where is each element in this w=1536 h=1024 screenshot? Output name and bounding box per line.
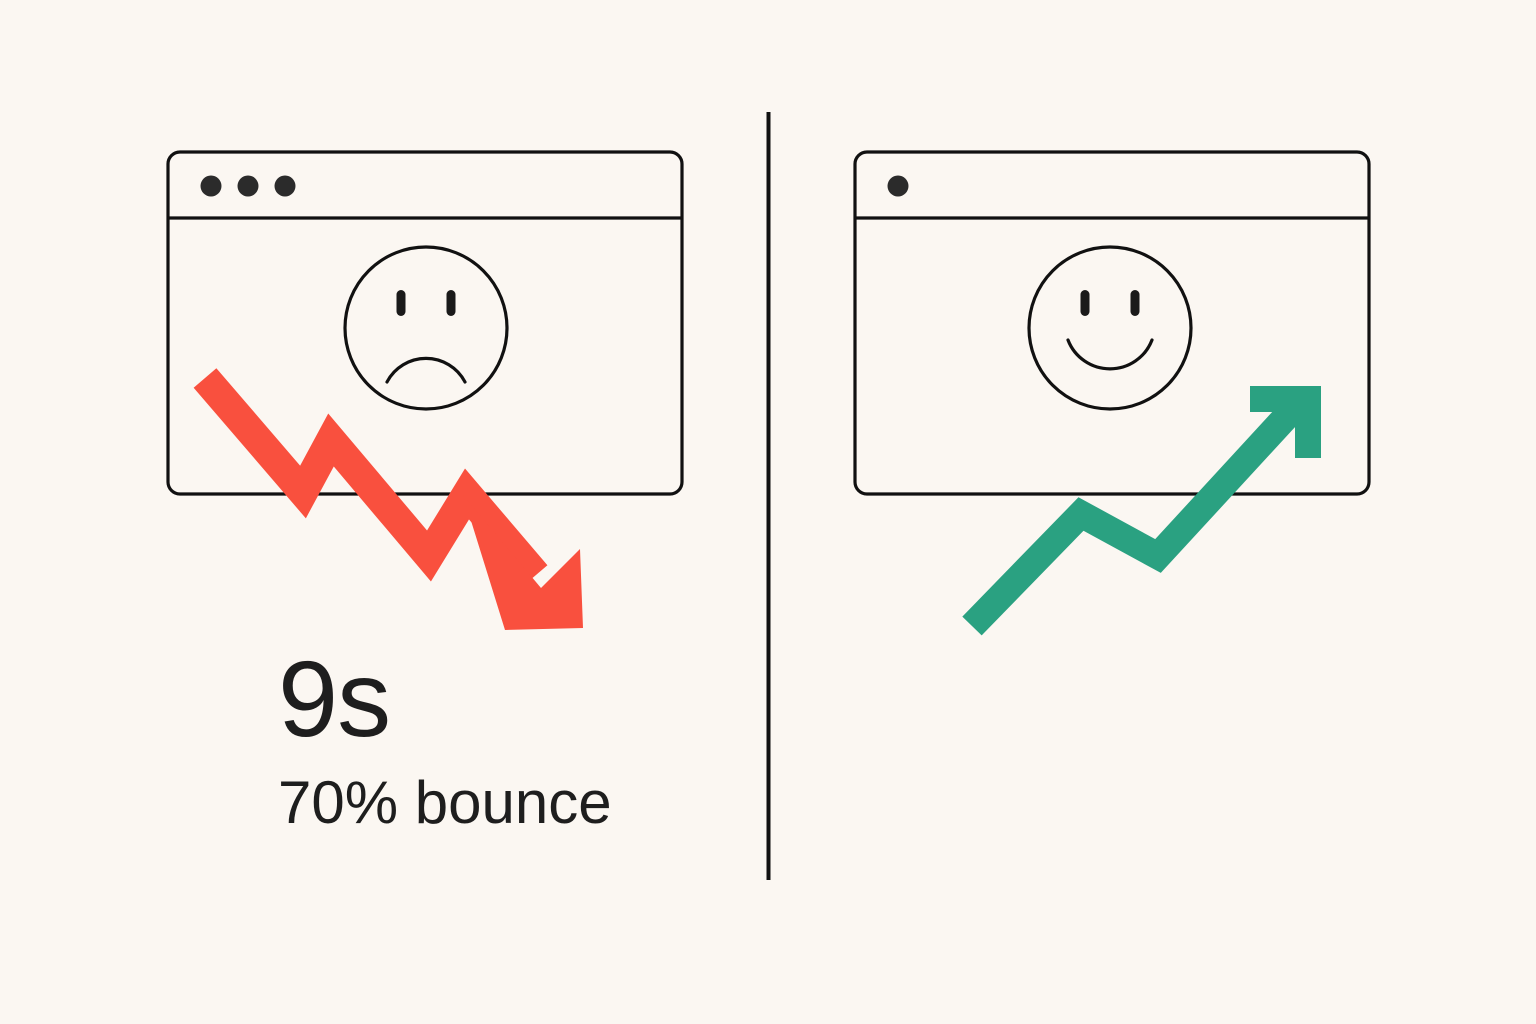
window-dot-icon — [237, 175, 259, 197]
downward-trend-line — [193, 368, 548, 585]
happy-face-smile — [1066, 338, 1154, 371]
sad-face-eye-left — [396, 290, 406, 316]
sad-face-frown — [385, 356, 467, 384]
sad-face-eye-right — [446, 290, 456, 316]
slow-page-panel: 9s 70% bounce — [278, 645, 612, 833]
fast-page-panel: 2.1s Fast page — [768, 0, 1536, 1024]
upward-trend-arrow — [962, 386, 1321, 636]
slow-bounce-caption: 70% bounce — [278, 769, 612, 836]
sad-face-outline — [343, 245, 509, 411]
downward-trend-arrowhead — [463, 495, 583, 630]
sad-face-icon — [343, 245, 509, 411]
happy-face-outline — [1027, 245, 1193, 411]
browser-window-frame-slow — [166, 150, 684, 496]
slow-page-illustration — [166, 150, 684, 630]
happy-face-eye-right — [1130, 290, 1140, 316]
slow-metrics-block: 9s 70% bounce — [278, 645, 612, 833]
downward-trend-arrow — [193, 368, 583, 630]
slow-load-time-value: 9s — [278, 638, 391, 759]
happy-face-icon — [1027, 245, 1193, 411]
upward-trend-line — [962, 395, 1307, 636]
fast-page-illustration — [853, 150, 1371, 636]
browser-window-frame-fast — [853, 150, 1371, 496]
window-dot-icon — [887, 175, 909, 197]
window-dot-icon — [274, 175, 296, 197]
window-dot-icon — [200, 175, 222, 197]
happy-face-eye-left — [1080, 290, 1090, 316]
upward-trend-arrowhead — [1250, 386, 1321, 458]
